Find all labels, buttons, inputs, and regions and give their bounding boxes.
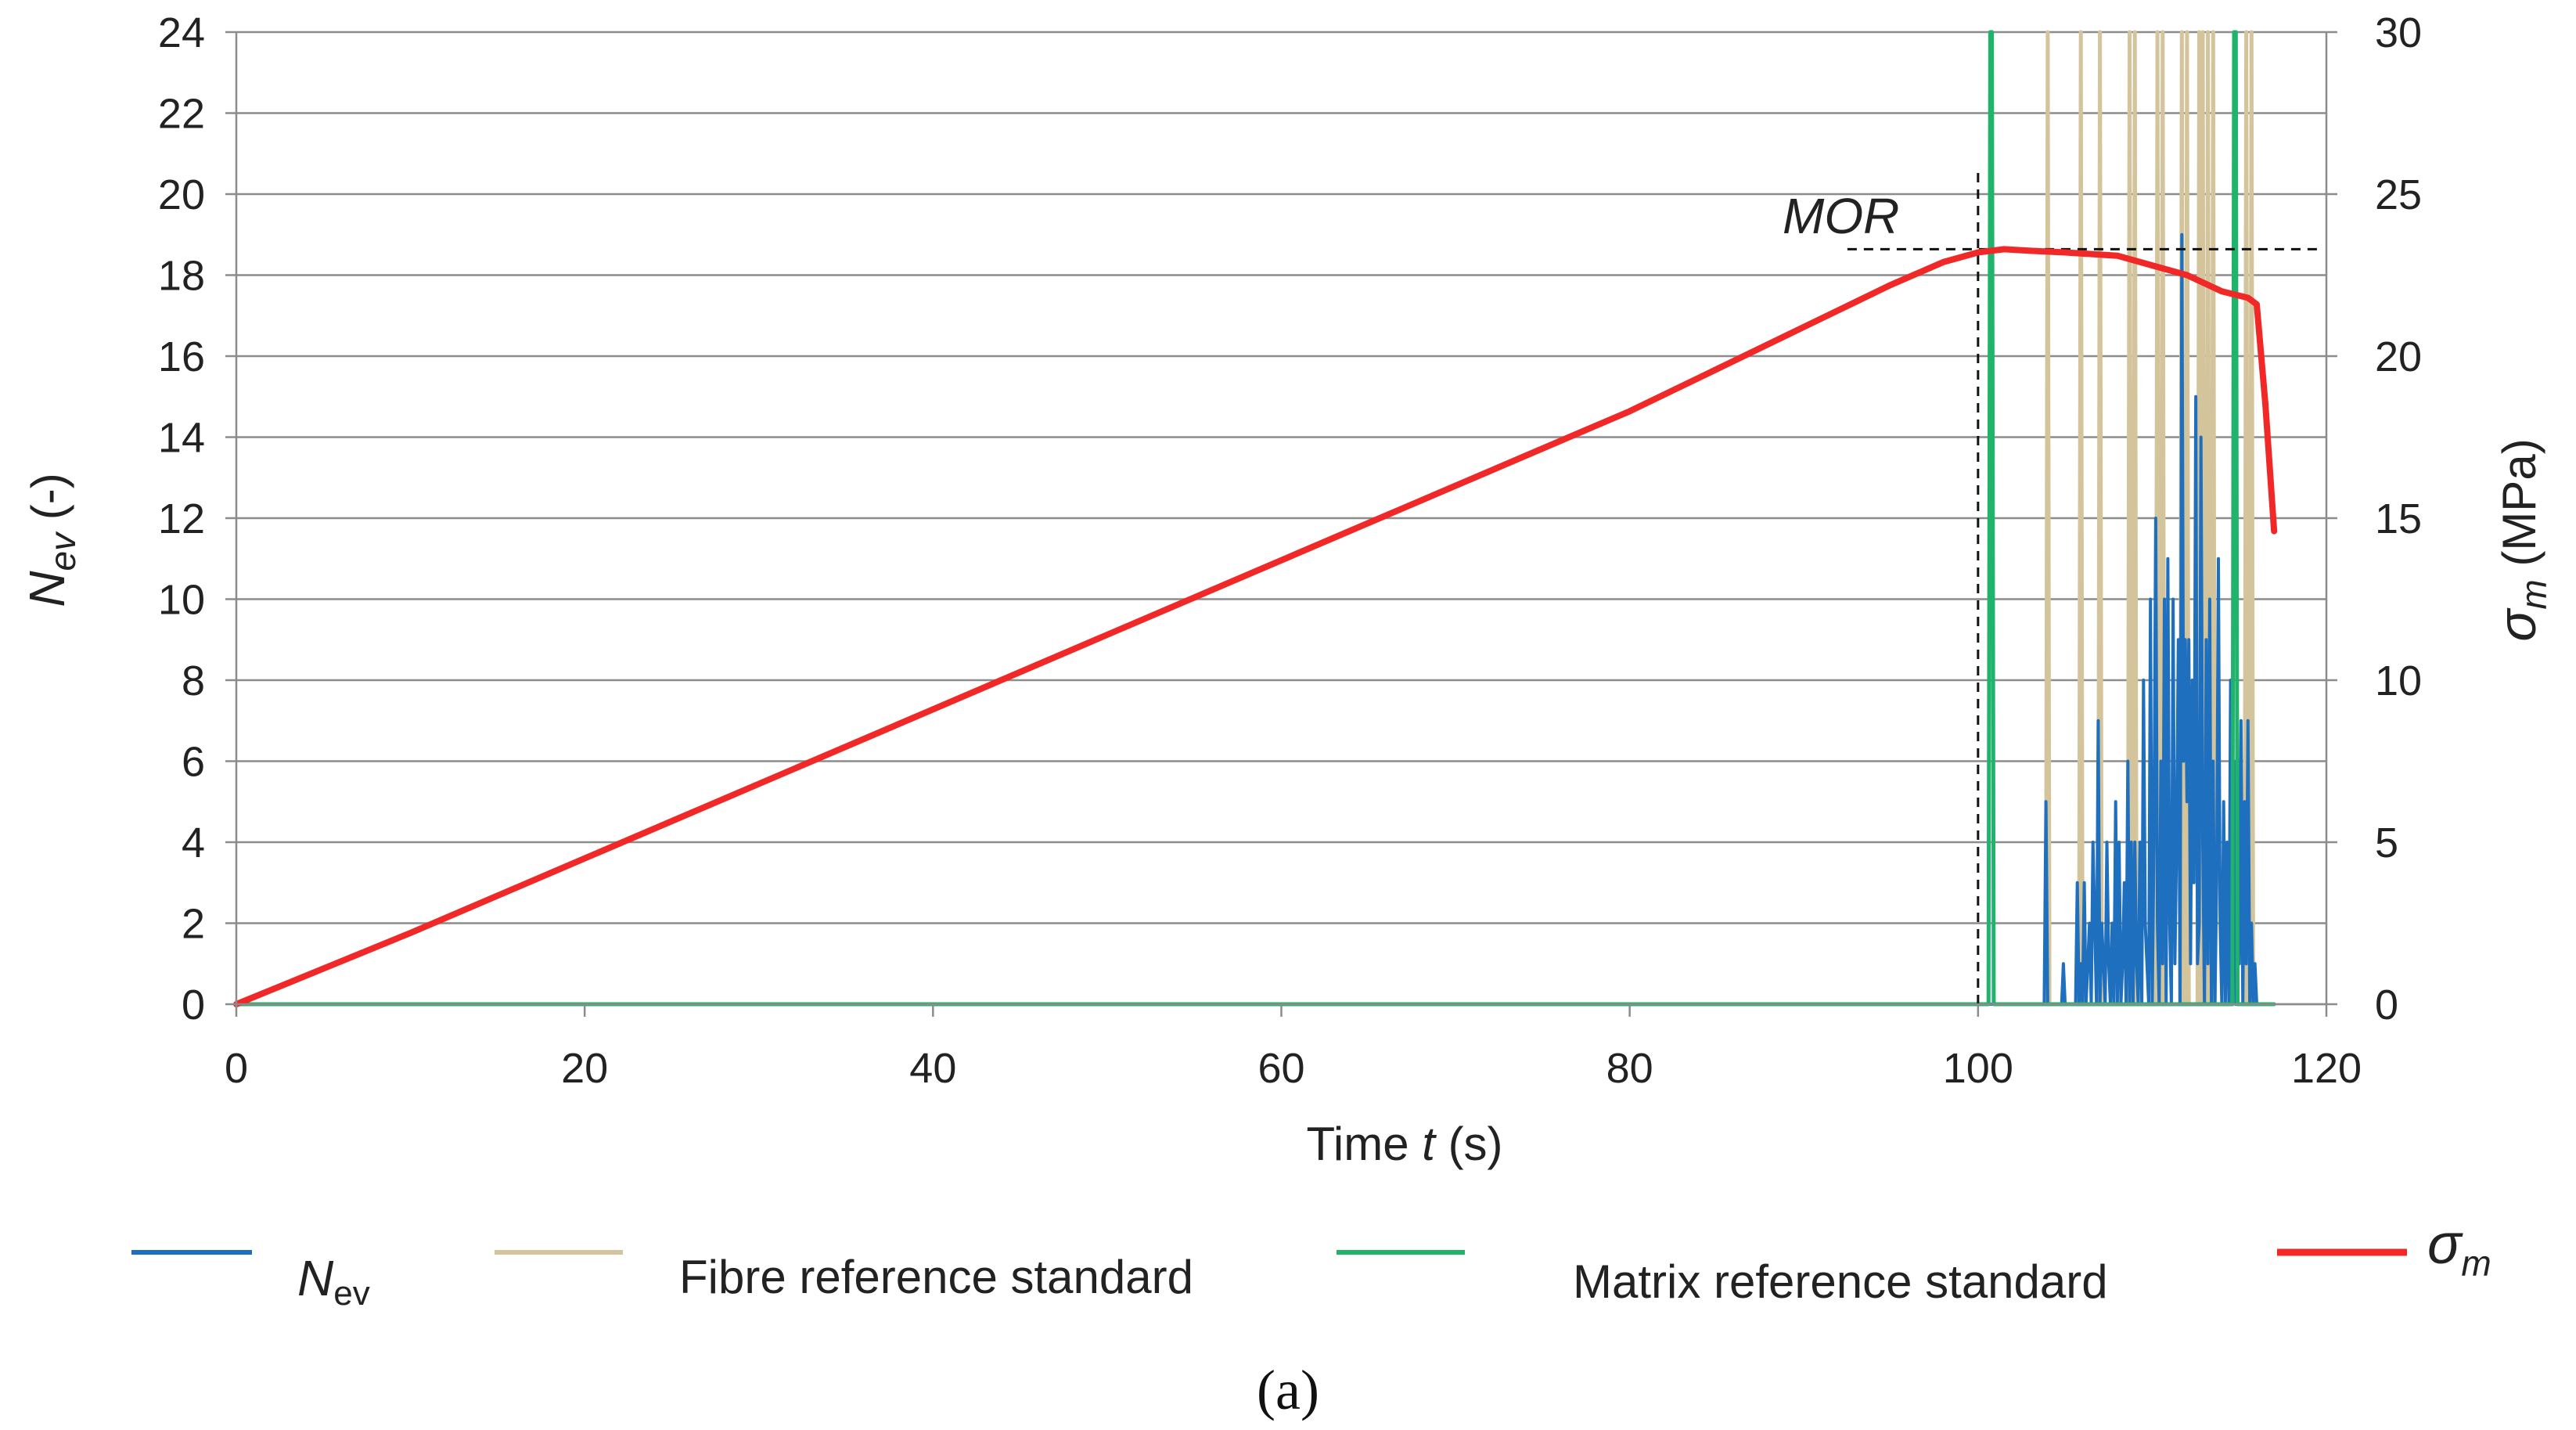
legend-label-n-ev: Nev [297, 1250, 370, 1313]
y-left-tick-label: 4 [182, 819, 205, 866]
series-sigma-m [233, 246, 2278, 1007]
sigma-m-line [233, 246, 2278, 1007]
y-left-tick-label: 6 [182, 739, 205, 786]
y-right-tick-label: 15 [2375, 495, 2422, 542]
x-axis-title: Time t (s) [1306, 1118, 1502, 1170]
y-right-tick-label: 30 [2375, 9, 2422, 56]
y-left-tick-label: 12 [158, 495, 205, 542]
legend-label-sigma: σm [2427, 1213, 2491, 1284]
y-left-tick-label: 22 [158, 91, 205, 138]
y-axis-left-title: Nev (-) [19, 473, 83, 607]
x-tick-label: 0 [225, 1045, 248, 1092]
legend-label-matrix: Matrix reference standard [1573, 1255, 2108, 1308]
y-left-tick-label: 14 [158, 415, 205, 462]
x-tick-label: 20 [561, 1045, 608, 1092]
x-tick-label: 60 [1257, 1045, 1304, 1092]
y-left-tick-label: 16 [158, 333, 205, 380]
y-right-tick-label: 10 [2375, 657, 2422, 704]
y-left-tick-label: 18 [158, 253, 205, 300]
y-right-tick-label: 5 [2375, 819, 2398, 866]
y-left-tick-label: 20 [158, 171, 205, 218]
series-n-ev [1983, 232, 2264, 1006]
legend: Nev Fibre reference standard Matrix refe… [131, 1213, 2491, 1313]
mor-reference-lines [1847, 167, 2323, 1004]
y-left-tick-label: 24 [158, 9, 205, 56]
n-ev-line [1983, 232, 2264, 1006]
x-tick-label: 40 [909, 1045, 956, 1092]
x-tick-label: 80 [1606, 1045, 1653, 1092]
mor-annotation: MOR [1783, 188, 1899, 244]
y-left-tick-label: 8 [182, 657, 205, 704]
y-left-tick-label: 10 [158, 577, 205, 624]
gridlines [236, 31, 2326, 1006]
y-left-tick-label: 2 [182, 901, 205, 948]
x-tick-label: 120 [2291, 1045, 2362, 1092]
y-right-tick-label: 25 [2375, 171, 2422, 218]
legend-label-fibre: Fibre reference standard [679, 1251, 1193, 1303]
y-right-tick-label: 0 [2375, 982, 2398, 1028]
subfigure-label: (a) [1257, 1359, 1319, 1421]
y-axis-right-title: σm (MPa) [2488, 438, 2554, 641]
y-right-tick-label: 20 [2375, 333, 2422, 380]
x-tick-label: 100 [1943, 1045, 2013, 1092]
y-left-tick-label: 0 [182, 982, 205, 1028]
